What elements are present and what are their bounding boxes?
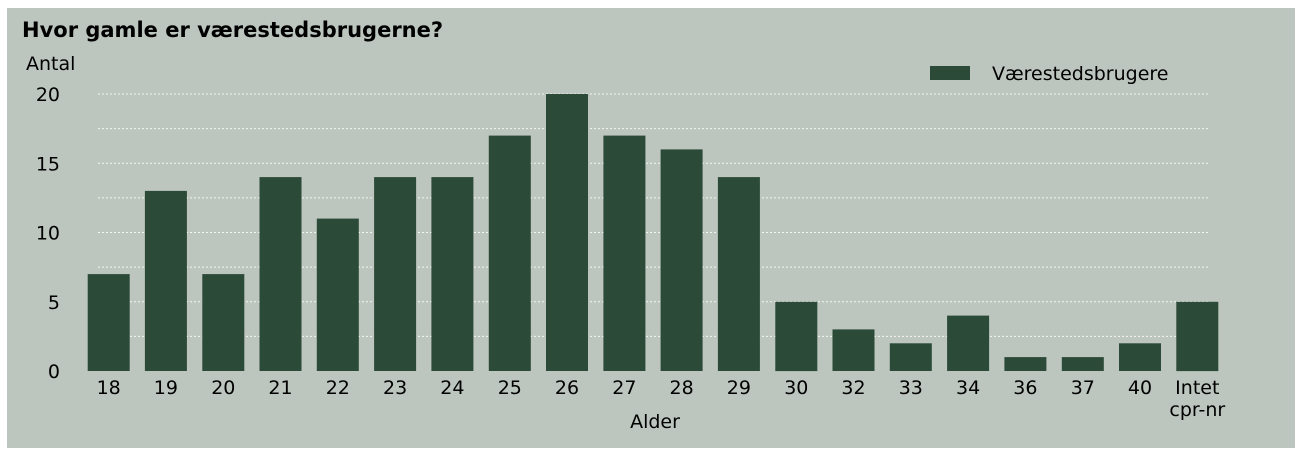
x-tick-label: 34 (956, 377, 980, 399)
x-tick-label: 19 (154, 377, 178, 399)
y-tick-label: 5 (48, 292, 60, 314)
chart-panel (7, 8, 1295, 448)
bar-21 (259, 177, 302, 371)
y-axis-label: Antal (26, 53, 75, 75)
bar-40 (1119, 343, 1161, 371)
bar-25 (488, 135, 531, 371)
x-tick-label: 36 (1013, 377, 1037, 399)
bar-27 (603, 135, 646, 371)
bar-23 (374, 177, 417, 371)
bar-26 (546, 94, 588, 371)
bar-22 (316, 218, 359, 371)
bar-18 (87, 274, 130, 371)
x-tick-label: 27 (612, 377, 636, 399)
bar-30 (775, 301, 818, 372)
legend: Værestedsbrugere (930, 63, 1168, 85)
x-tick-label: 28 (670, 377, 694, 399)
y-tick-label: 15 (36, 153, 60, 175)
x-tick-labels: 18 19 20 21 22 23 24 25 26 27 28 29 30 32 33 34 36 37 40 In… (97, 377, 1226, 421)
bar-28 (660, 149, 703, 371)
bar-29 (717, 177, 760, 371)
bar-24 (431, 177, 474, 371)
x-tick-label: 22 (326, 377, 350, 399)
x-tick-label: 40 (1128, 377, 1152, 399)
chart-title: Hvor gamle er værestedsbrugerne? (22, 18, 444, 42)
bar-34 (947, 315, 990, 371)
x-tick-label: 37 (1071, 377, 1095, 399)
x-axis-label: Alder (630, 411, 680, 433)
x-tick-label: Intet cpr-nr (1169, 377, 1225, 421)
x-tick-label: 29 (727, 377, 751, 399)
x-tick-label: 21 (268, 377, 292, 399)
legend-swatch (930, 66, 970, 80)
bar-20 (202, 274, 245, 371)
x-tick-label: 23 (383, 377, 407, 399)
x-tick-label: 32 (841, 377, 865, 399)
bar-19 (144, 190, 187, 371)
bar-37 (1061, 357, 1104, 371)
bar-36 (1004, 357, 1047, 371)
bar-intet-cpr-nr (1176, 301, 1219, 372)
bar-33 (889, 343, 932, 371)
x-tick-label: 18 (97, 377, 121, 399)
y-tick-label: 20 (36, 84, 60, 106)
bars (87, 94, 1219, 372)
legend-label: Værestedsbrugere (992, 63, 1168, 85)
x-tick-label: 26 (555, 377, 579, 399)
x-tick-label: 30 (784, 377, 808, 399)
bar-32 (832, 329, 875, 371)
y-tick-labels: 0 5 10 15 20 (36, 84, 60, 383)
x-tick-label: 20 (211, 377, 235, 399)
x-tick-label: 25 (498, 377, 522, 399)
x-tick-label: 24 (440, 377, 464, 399)
y-tick-label: 0 (48, 361, 60, 383)
x-tick-label: 33 (899, 377, 923, 399)
y-tick-label: 10 (36, 223, 60, 245)
